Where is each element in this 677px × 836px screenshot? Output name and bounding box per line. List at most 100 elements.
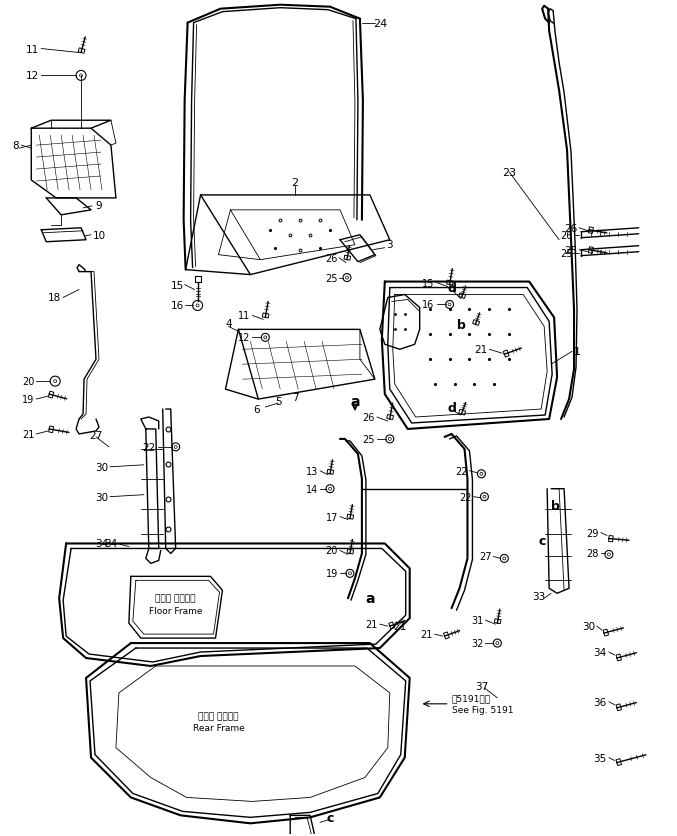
- Text: b: b: [550, 500, 560, 512]
- Text: 16: 16: [422, 300, 435, 310]
- Text: リヤー フレーム: リヤー フレーム: [198, 711, 239, 721]
- Text: 26: 26: [326, 253, 338, 263]
- Polygon shape: [76, 71, 86, 81]
- Polygon shape: [445, 301, 454, 309]
- Text: 19: 19: [326, 568, 338, 579]
- Text: 22: 22: [142, 442, 156, 452]
- Polygon shape: [78, 48, 85, 54]
- Text: 34: 34: [104, 539, 118, 548]
- Polygon shape: [616, 704, 621, 711]
- Bar: [194, 276, 200, 283]
- Text: 33: 33: [533, 592, 546, 602]
- Text: 29: 29: [586, 528, 599, 538]
- Polygon shape: [343, 274, 351, 283]
- Text: 27: 27: [89, 431, 103, 441]
- Text: a: a: [350, 395, 359, 409]
- Text: フロア フレーム: フロア フレーム: [156, 594, 196, 603]
- Polygon shape: [193, 301, 202, 311]
- Polygon shape: [503, 558, 506, 560]
- Polygon shape: [389, 438, 391, 441]
- Text: 26: 26: [564, 223, 577, 233]
- Text: 16: 16: [171, 301, 183, 311]
- Polygon shape: [473, 320, 479, 326]
- Polygon shape: [174, 446, 177, 449]
- Polygon shape: [448, 303, 451, 307]
- Polygon shape: [344, 256, 351, 261]
- Text: 30: 30: [582, 621, 595, 631]
- Polygon shape: [607, 553, 611, 556]
- Text: a: a: [365, 592, 374, 605]
- Text: 5: 5: [275, 396, 282, 406]
- Text: 21: 21: [366, 619, 378, 630]
- Text: 22: 22: [459, 492, 471, 502]
- Text: 32: 32: [471, 639, 483, 648]
- Polygon shape: [53, 380, 57, 383]
- Text: 23: 23: [502, 168, 517, 178]
- Polygon shape: [347, 549, 353, 554]
- Text: 35: 35: [594, 752, 607, 762]
- Polygon shape: [605, 551, 613, 558]
- Text: 25: 25: [326, 273, 338, 283]
- Polygon shape: [327, 470, 334, 475]
- Text: 4: 4: [225, 319, 232, 329]
- Polygon shape: [50, 377, 60, 387]
- Text: 15: 15: [422, 278, 435, 288]
- Polygon shape: [261, 334, 269, 342]
- Text: 17: 17: [326, 512, 338, 522]
- Text: 36: 36: [594, 697, 607, 707]
- Text: 34: 34: [95, 539, 108, 548]
- Text: 21: 21: [420, 630, 433, 640]
- Text: 3: 3: [387, 239, 393, 249]
- Text: 12: 12: [238, 333, 250, 343]
- Polygon shape: [616, 655, 621, 661]
- Text: 25: 25: [564, 246, 577, 255]
- Text: 26: 26: [362, 412, 375, 422]
- Text: 26: 26: [561, 231, 573, 241]
- Polygon shape: [503, 350, 509, 358]
- Text: 34: 34: [594, 647, 607, 657]
- Polygon shape: [49, 426, 53, 433]
- Text: 24: 24: [373, 18, 387, 28]
- Polygon shape: [80, 75, 83, 78]
- Polygon shape: [500, 555, 508, 563]
- Text: 20: 20: [326, 546, 338, 556]
- Polygon shape: [346, 569, 354, 578]
- Text: 25: 25: [362, 435, 375, 445]
- Text: 30: 30: [95, 462, 108, 472]
- Text: b: b: [457, 319, 466, 332]
- Polygon shape: [609, 536, 613, 543]
- Polygon shape: [603, 630, 609, 636]
- Text: 2: 2: [292, 178, 299, 188]
- Text: d: d: [447, 401, 456, 414]
- Polygon shape: [588, 227, 594, 234]
- Text: 30: 30: [95, 492, 108, 502]
- Polygon shape: [447, 281, 453, 286]
- Text: Floor Frame: Floor Frame: [149, 606, 202, 615]
- Text: 18: 18: [48, 293, 61, 303]
- Text: d: d: [447, 282, 456, 294]
- Polygon shape: [263, 314, 269, 319]
- Polygon shape: [326, 485, 334, 493]
- Text: c: c: [538, 534, 546, 548]
- Polygon shape: [588, 247, 594, 254]
- Polygon shape: [264, 336, 267, 339]
- Polygon shape: [494, 619, 501, 624]
- Text: 図5191参照: 図5191参照: [452, 694, 491, 702]
- Polygon shape: [49, 392, 53, 399]
- Text: 9: 9: [95, 201, 102, 211]
- Polygon shape: [616, 759, 621, 766]
- Text: 13: 13: [306, 466, 318, 477]
- Text: 21: 21: [474, 345, 487, 354]
- Text: c: c: [326, 811, 334, 823]
- Text: 25: 25: [561, 248, 573, 258]
- Text: 1: 1: [574, 347, 581, 357]
- Polygon shape: [459, 410, 466, 415]
- Text: 31: 31: [471, 615, 483, 625]
- Text: 22: 22: [455, 466, 468, 477]
- Polygon shape: [349, 572, 351, 575]
- Text: 21: 21: [22, 430, 35, 440]
- Text: 37: 37: [475, 681, 488, 691]
- Polygon shape: [387, 415, 393, 420]
- Text: 19: 19: [22, 395, 35, 405]
- Polygon shape: [196, 304, 199, 308]
